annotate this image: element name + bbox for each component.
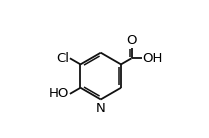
Text: O: O (126, 34, 137, 47)
Text: OH: OH (143, 52, 163, 65)
Text: HO: HO (49, 87, 69, 100)
Text: Cl: Cl (56, 52, 69, 65)
Text: N: N (96, 102, 106, 115)
